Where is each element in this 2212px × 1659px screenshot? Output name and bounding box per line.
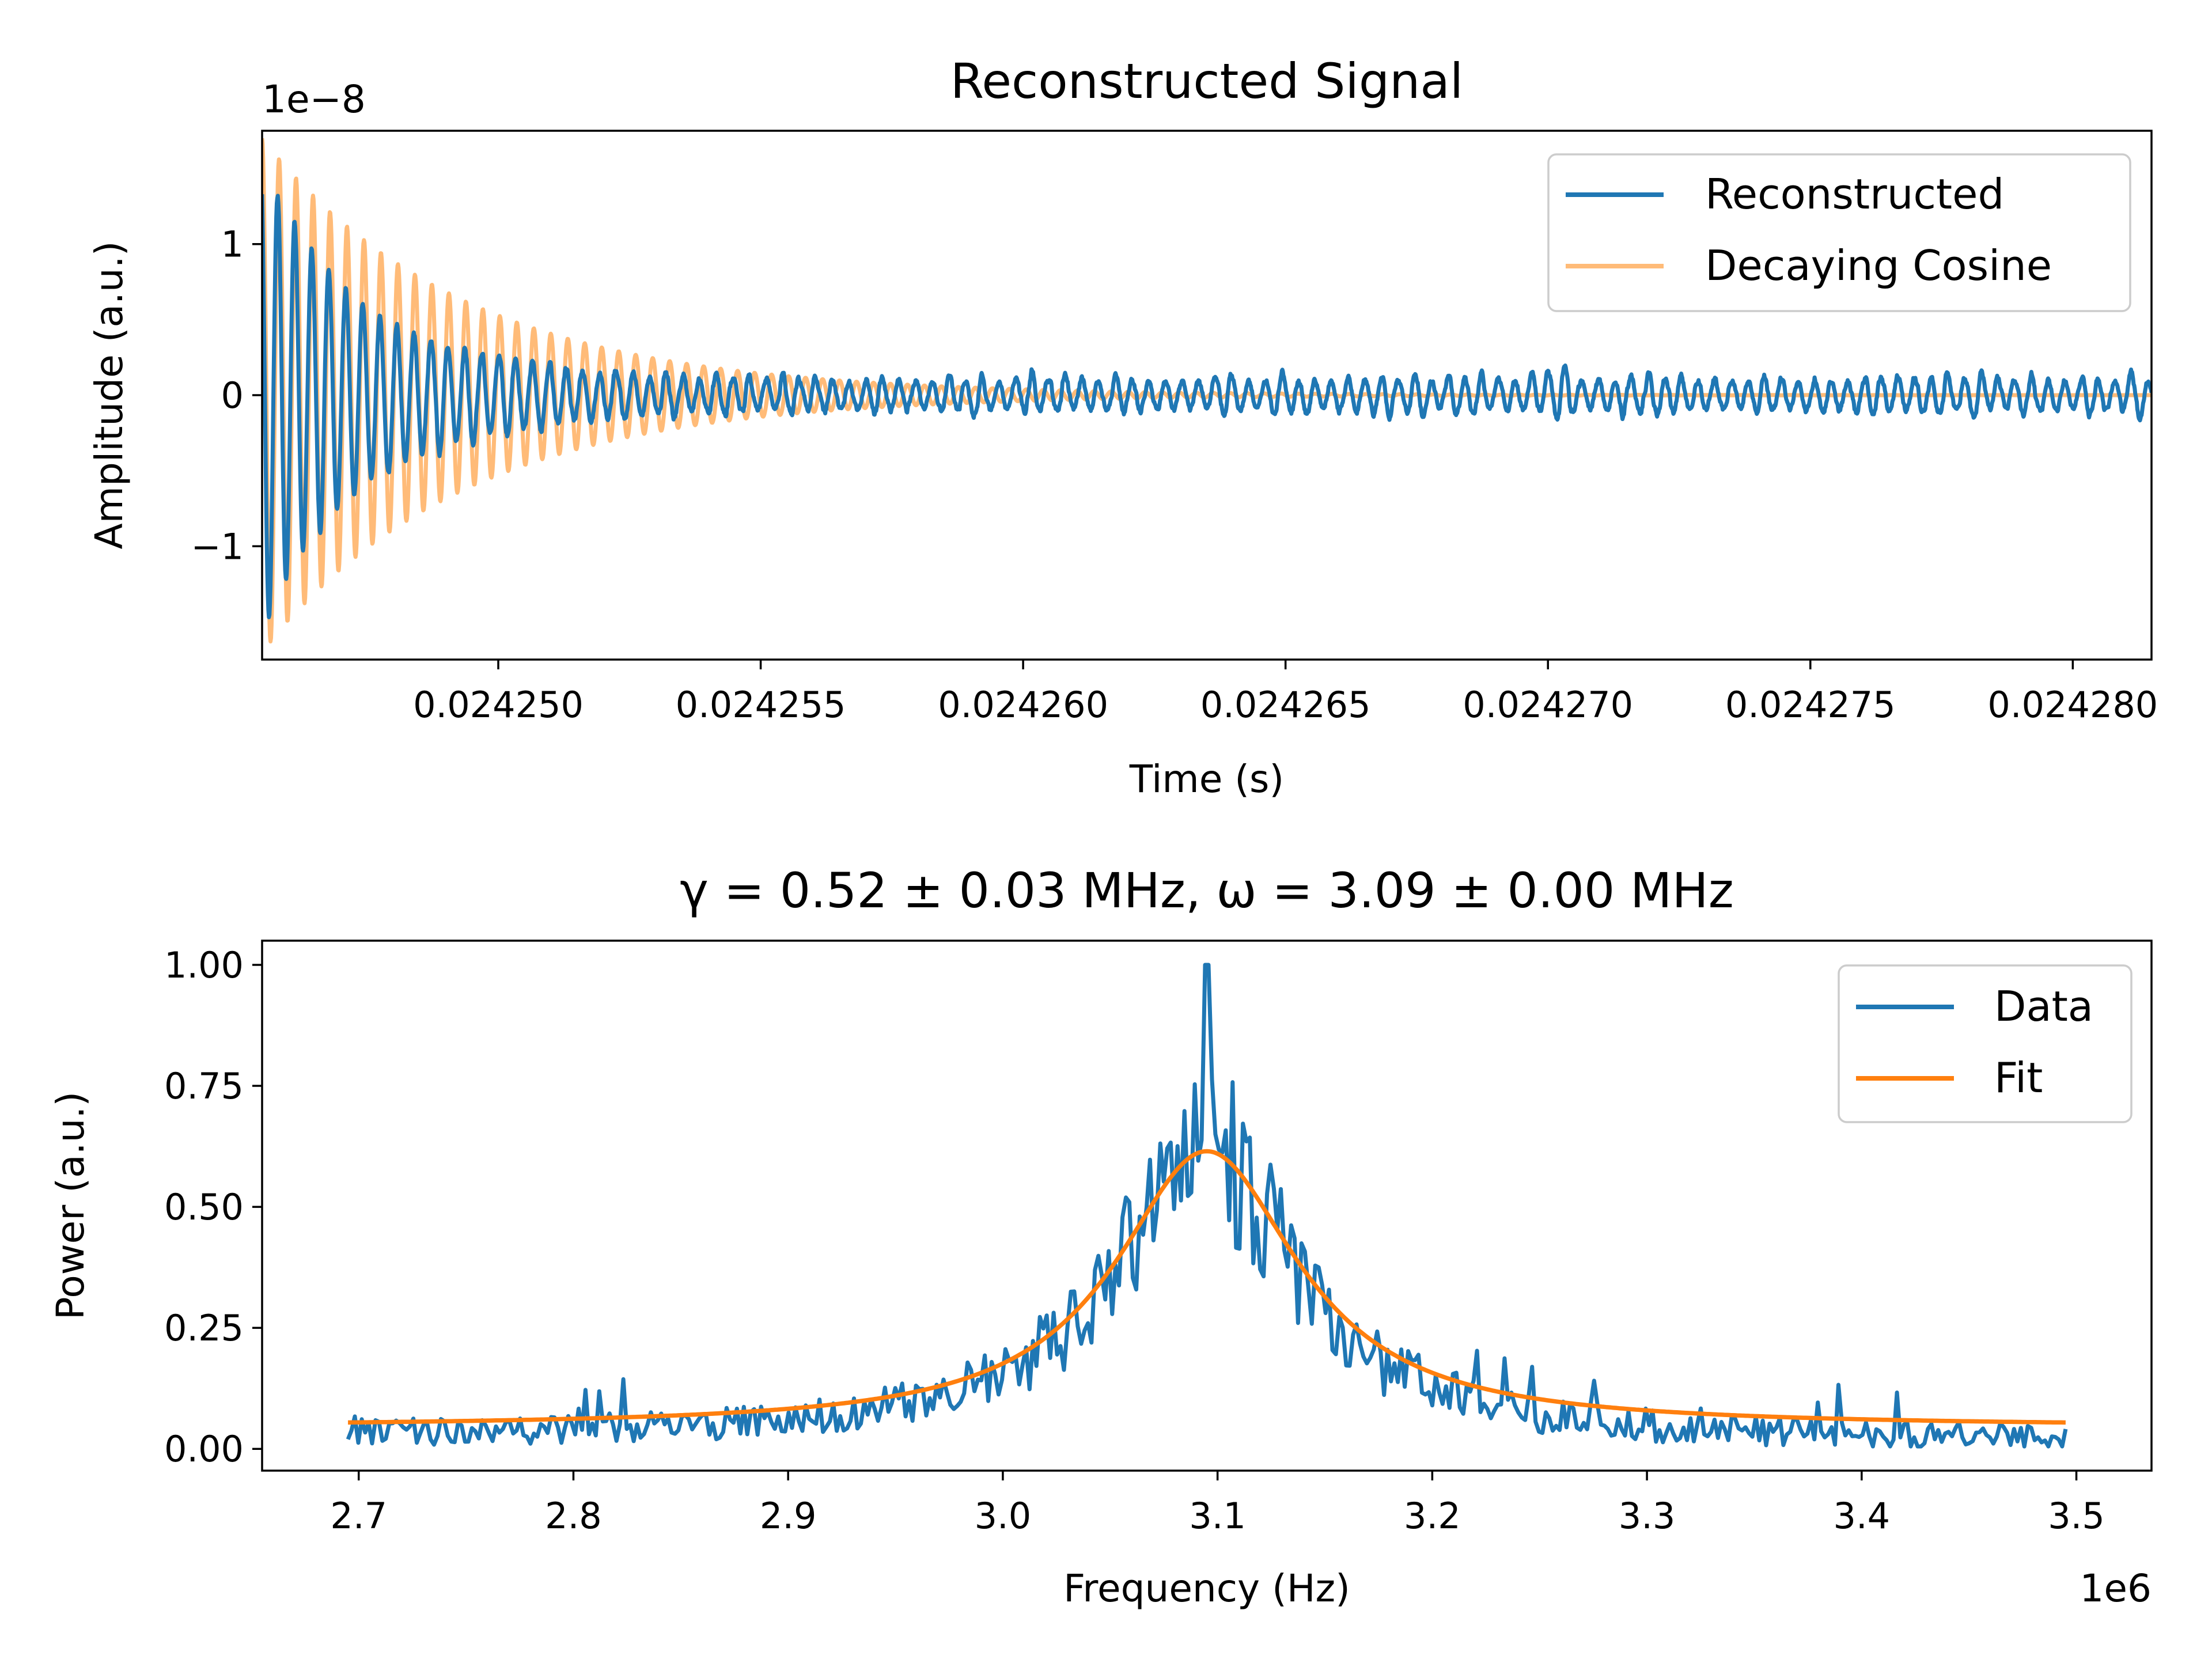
y-tick-label: 0.00	[164, 1428, 244, 1470]
x-tick-label: 2.9	[760, 1495, 817, 1537]
legend: Data Fit	[1838, 964, 2133, 1123]
x-tick-label: 0.024265	[1200, 684, 1371, 726]
x-tick-label: 3.3	[1619, 1495, 1676, 1537]
x-tick-label: 0.024275	[1725, 684, 1896, 726]
x-tick-label: 3.0	[975, 1495, 1032, 1537]
legend-label-reconstructed: Reconstructed	[1705, 170, 2004, 218]
chart-power-spectrum: γ = 0.52 ± 0.03 MHz, ω = 3.09 ± 0.00 MHz…	[48, 862, 2153, 1611]
series-line-reconstructed	[262, 194, 2152, 619]
x-tick-label: 2.8	[545, 1495, 602, 1537]
y-tick-label: 0	[221, 374, 244, 416]
y-tick-label: 1	[221, 224, 244, 266]
x-axis: 2.7 2.8 2.9 3.0 3.1 3.2 3.3 3.4 3.5	[330, 1471, 2105, 1537]
x-axis-label: Frequency (Hz)	[1063, 1566, 1350, 1611]
y-axis-label: Power (a.u.)	[48, 1092, 93, 1320]
y-tick-label: −1	[191, 525, 244, 567]
y-tick-label: 1.00	[164, 944, 244, 986]
x-tick-label: 3.2	[1404, 1495, 1461, 1537]
y-tick-label: 0.75	[164, 1065, 244, 1107]
x-axis-label: Time (s)	[1129, 757, 1284, 801]
y-axis: 0.00 0.25 0.50 0.75 1.00	[164, 944, 262, 1470]
x-axis: 0.024250 0.024255 0.024260 0.024265 0.024270…	[413, 660, 2158, 726]
x-tick-label: 2.7	[330, 1495, 387, 1537]
x-tick-label: 0.024255	[676, 684, 846, 726]
x-tick-label: 0.024270	[1463, 684, 1633, 726]
chart-title: γ = 0.52 ± 0.03 MHz, ω = 3.09 ± 0.00 MHz	[680, 862, 1734, 919]
x-tick-label: 0.024250	[413, 684, 584, 726]
x-tick-label: 3.5	[2048, 1495, 2105, 1537]
plot-frame	[261, 940, 2153, 1472]
chart-title: Reconstructed Signal	[950, 53, 1463, 109]
x-multiplier-label: 1e6	[2080, 1566, 2152, 1611]
chart-reconstructed-signal: Reconstructed Signal 1e−8 0.024250 0.0242…	[87, 53, 2158, 801]
legend-label-decaying-cosine: Decaying Cosine	[1705, 241, 2052, 290]
legend-frame	[1547, 153, 2131, 312]
legend-label-fit: Fit	[1994, 1054, 2043, 1102]
x-tick-label: 0.024280	[1987, 684, 2158, 726]
x-tick-label: 3.1	[1189, 1495, 1246, 1537]
y-tick-label: 0.50	[164, 1186, 244, 1228]
series-line-data	[346, 963, 2068, 1449]
y-tick-label: 0.25	[164, 1307, 244, 1349]
y-axis-label: Amplitude (a.u.)	[87, 241, 131, 550]
y-multiplier-label: 1e−8	[262, 77, 366, 122]
legend-label-data: Data	[1994, 982, 2093, 1031]
series-line-fit	[348, 1149, 2066, 1425]
y-axis: −1 0 1	[191, 224, 262, 567]
legend: Reconstructed Decaying Cosine	[1547, 153, 2131, 312]
x-tick-label: 3.4	[1834, 1495, 1891, 1537]
x-tick-label: 0.024260	[938, 684, 1108, 726]
